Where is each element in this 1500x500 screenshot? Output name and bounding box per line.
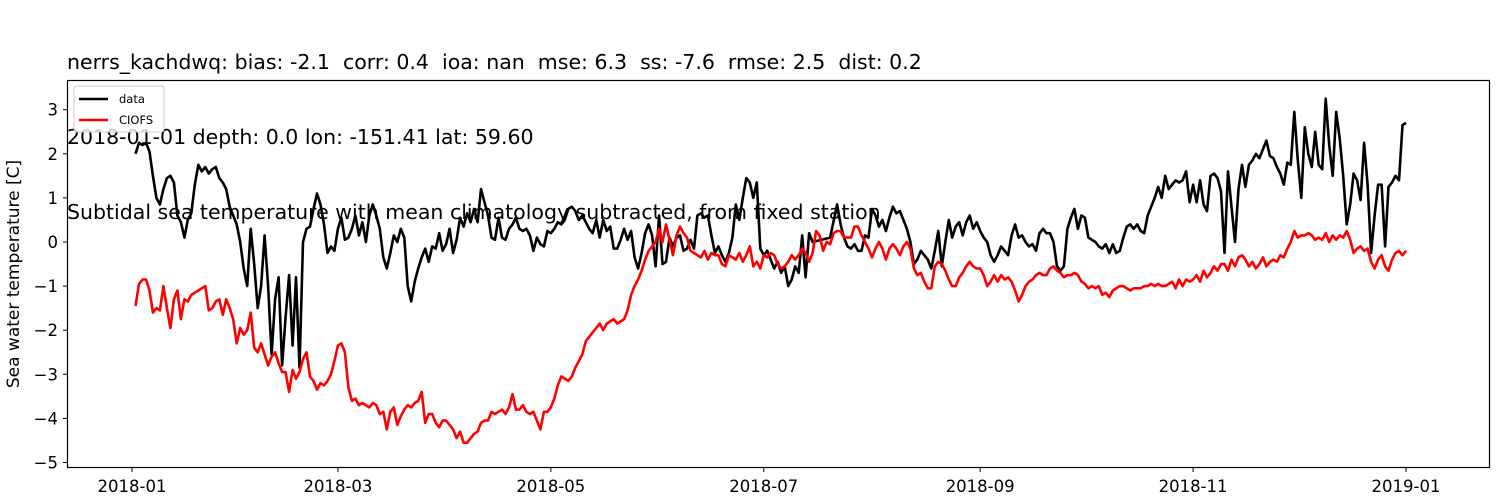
x-tick-label: 2018-09 <box>946 477 1015 496</box>
x-tick-label: 2018-01 <box>98 477 167 496</box>
series-line-data <box>134 97 1407 369</box>
y-tick-label: −3 <box>34 365 58 384</box>
legend-ciofs-label: CIOFS <box>119 113 153 127</box>
y-tick-label: 2 <box>48 145 59 164</box>
x-tick-label: 2018-05 <box>516 477 585 496</box>
axes-frame <box>66 79 1491 469</box>
legend-data-label: data <box>119 92 145 106</box>
y-tick-label: −1 <box>34 277 58 296</box>
y-tick-label: 3 <box>48 101 59 120</box>
x-tick-label: 2018-07 <box>729 477 798 496</box>
legend: data CIOFS <box>73 85 165 133</box>
x-axis: 2018-01 2018-03 2018-05 2018-07 2018-09 2018-… <box>98 467 1441 496</box>
chart-title-stats: nerrs_kachdwq: bias: -2.1 corr: 0.4 ioa:… <box>67 50 922 74</box>
x-tick-label: 2019-01 <box>1372 477 1441 496</box>
y-tick-label: −4 <box>34 409 58 428</box>
svg-text:Sea water temperature [C]: Sea water temperature [C] <box>4 160 24 388</box>
y-tick-label: −2 <box>34 321 58 340</box>
y-tick-label: 0 <box>48 233 59 252</box>
plot-area <box>134 97 1408 444</box>
chart-title: nerrs_kachdwq: bias: -2.1 corr: 0.4 ioa:… <box>67 0 922 250</box>
series-line-ciofs <box>134 223 1408 444</box>
y-axis-label: Sea water temperature [C] <box>4 160 24 388</box>
y-tick-label: −5 <box>34 454 58 473</box>
x-tick-label: 2018-03 <box>303 477 372 496</box>
y-axis: 3 2 1 0 −1 −2 −3 −4 −5 <box>34 101 68 473</box>
x-tick-label: 2018-11 <box>1159 477 1228 496</box>
y-tick-label: 1 <box>48 189 59 208</box>
